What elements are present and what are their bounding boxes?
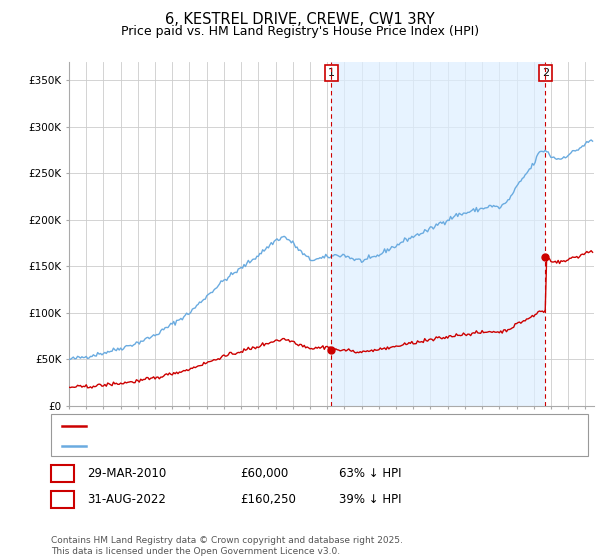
Text: HPI: Average price, semi-detached house, Cheshire East: HPI: Average price, semi-detached house,…: [90, 441, 383, 451]
Text: 1: 1: [58, 467, 67, 480]
Text: £60,000: £60,000: [240, 467, 288, 480]
Bar: [331, 62, 545, 406]
Text: 31-AUG-2022: 31-AUG-2022: [87, 493, 166, 506]
Text: 1: 1: [328, 68, 335, 78]
Text: 29-MAR-2010: 29-MAR-2010: [87, 467, 166, 480]
Text: Price paid vs. HM Land Registry's House Price Index (HPI): Price paid vs. HM Land Registry's House …: [121, 25, 479, 38]
Text: £160,250: £160,250: [240, 493, 296, 506]
Text: 6, KESTREL DRIVE, CREWE, CW1 3RY: 6, KESTREL DRIVE, CREWE, CW1 3RY: [165, 12, 435, 27]
Text: 2: 2: [542, 68, 549, 78]
Text: Contains HM Land Registry data © Crown copyright and database right 2025.
This d: Contains HM Land Registry data © Crown c…: [51, 536, 403, 556]
Text: 63% ↓ HPI: 63% ↓ HPI: [339, 467, 401, 480]
Text: 2: 2: [58, 493, 67, 506]
Text: 6, KESTREL DRIVE, CREWE, CW1 3RY (semi-detached house): 6, KESTREL DRIVE, CREWE, CW1 3RY (semi-d…: [90, 421, 405, 431]
Text: 39% ↓ HPI: 39% ↓ HPI: [339, 493, 401, 506]
